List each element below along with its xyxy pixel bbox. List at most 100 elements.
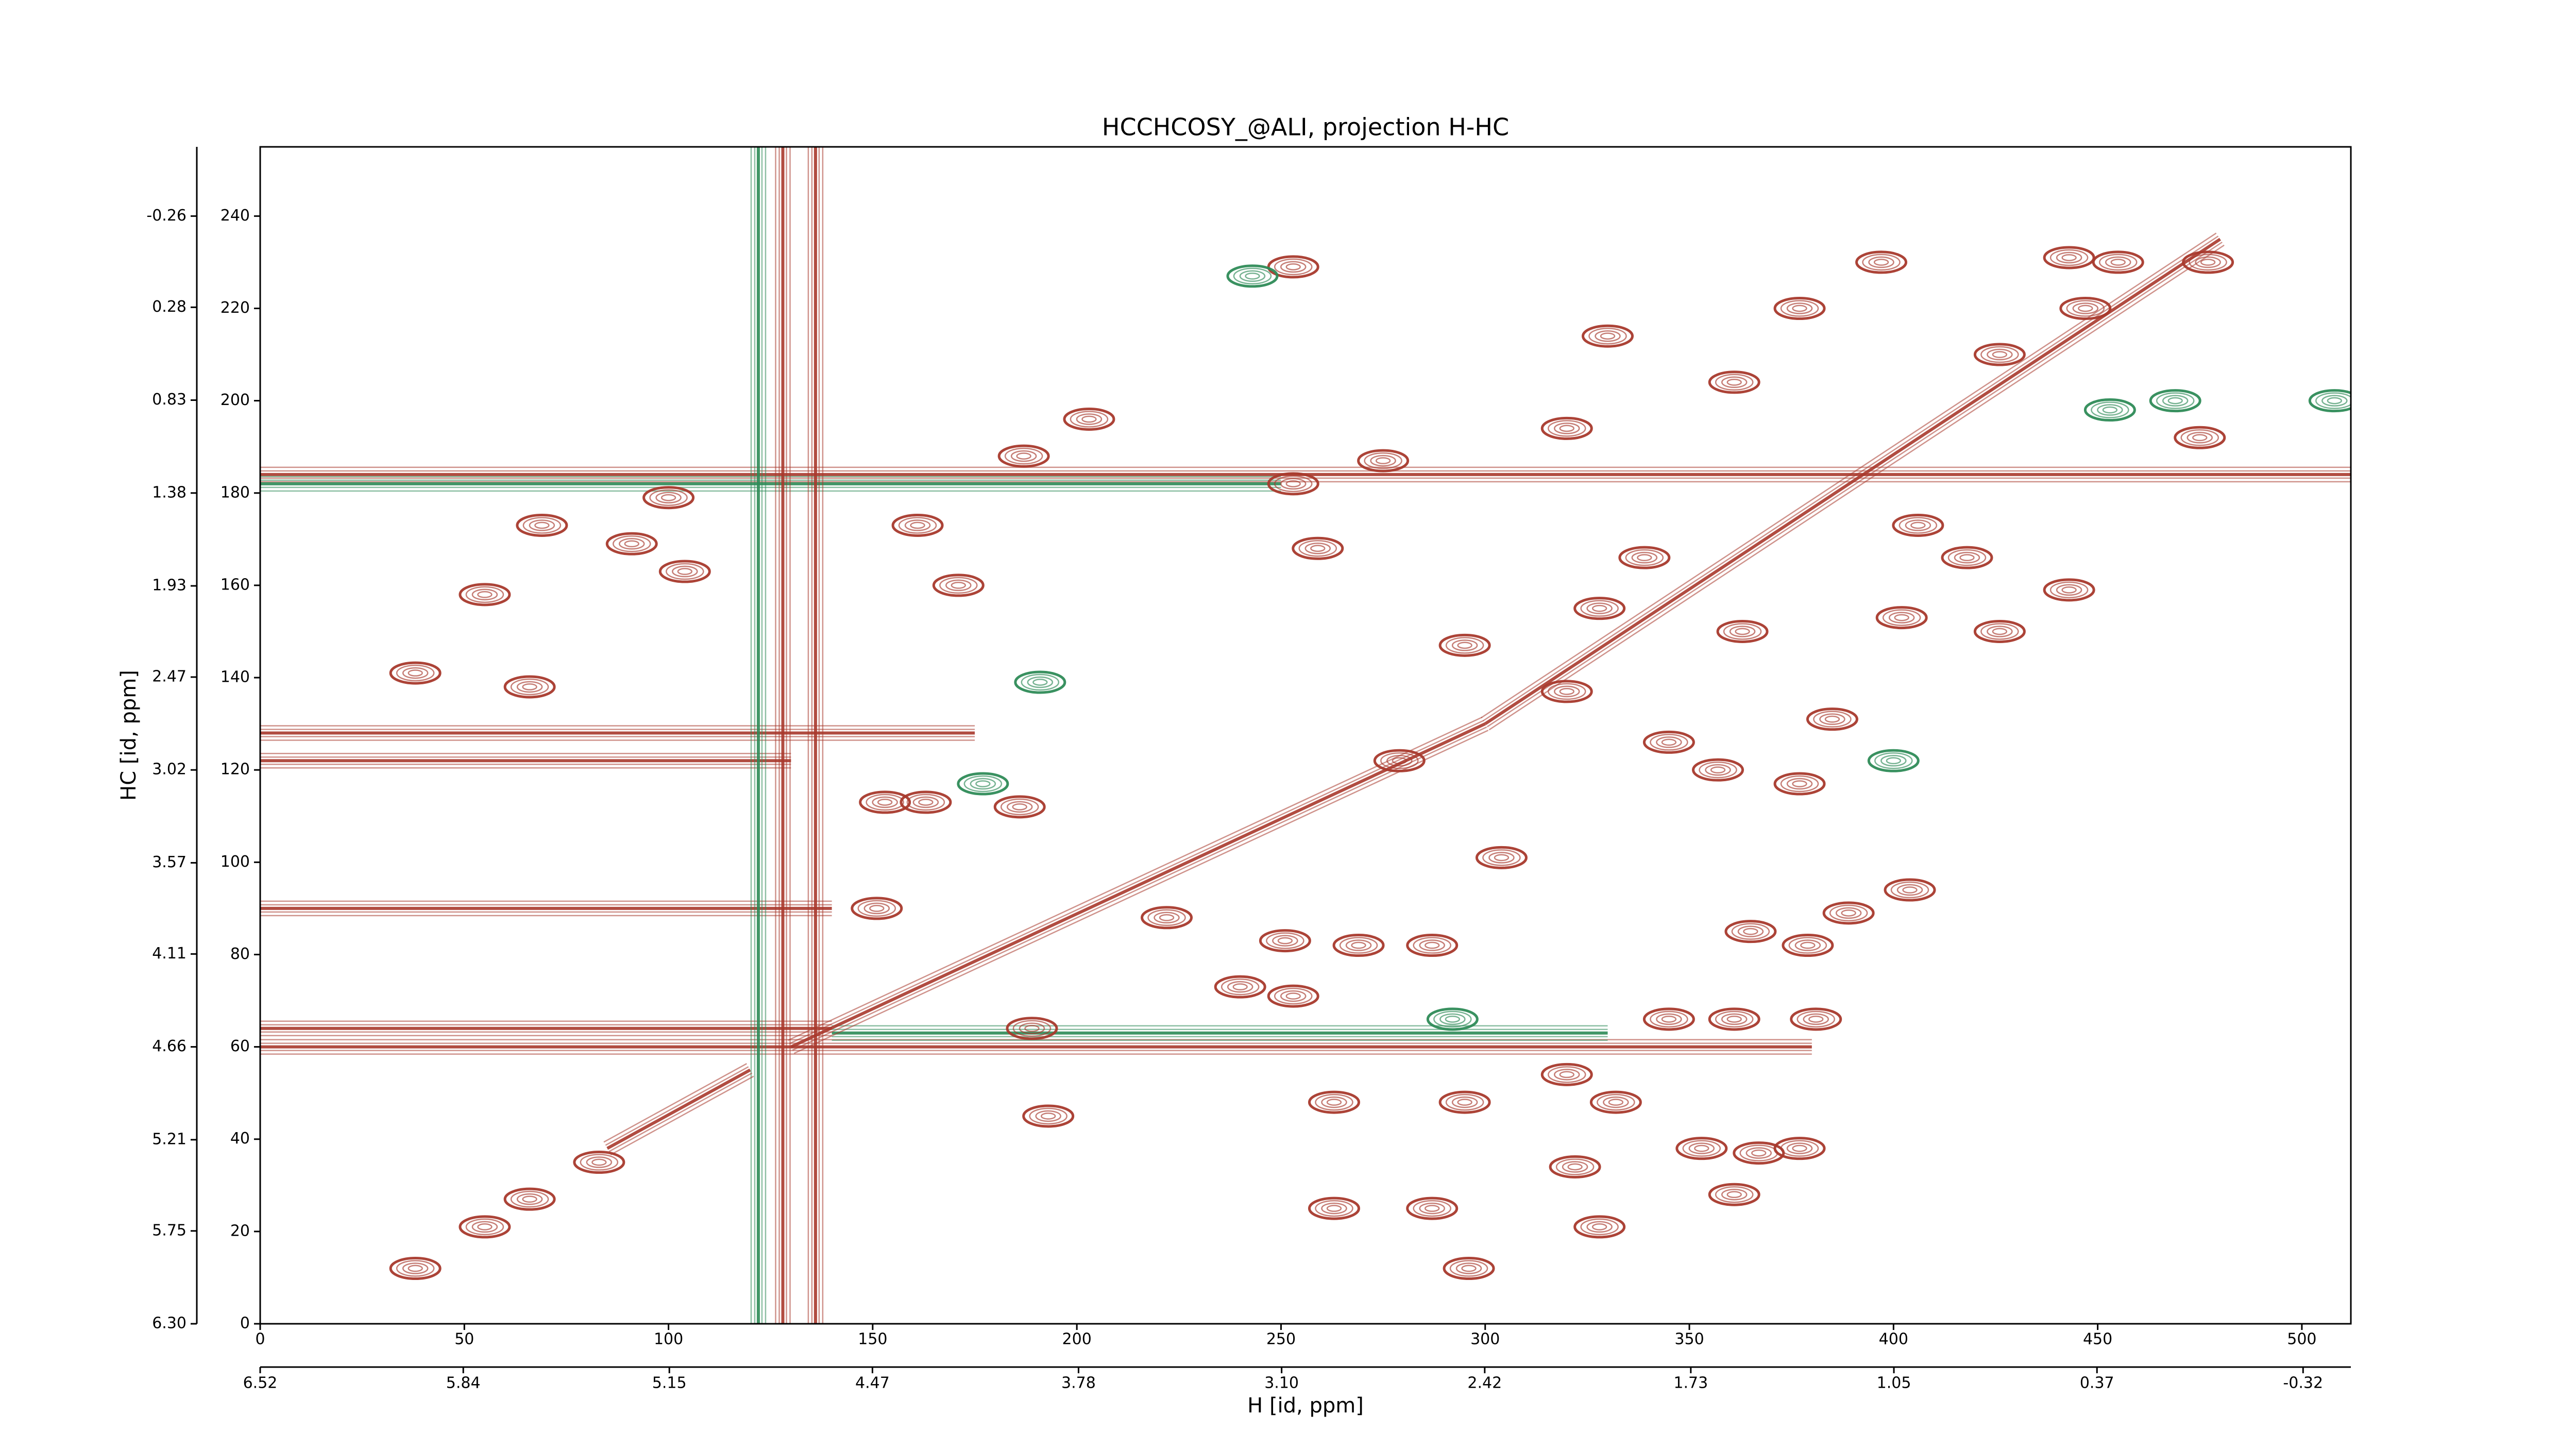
peak-contour — [1780, 775, 1819, 793]
peak-contour — [1006, 801, 1033, 813]
peak-contour — [1280, 990, 1307, 1002]
peak-contour — [1540, 680, 1593, 703]
peak-contour — [1266, 932, 1304, 949]
peak-contour — [1710, 766, 1726, 774]
peak-contour — [866, 794, 904, 811]
peak-contour — [1637, 554, 1652, 562]
peak-contour — [1782, 934, 1834, 957]
peak-contour — [1595, 330, 1621, 342]
peak-contour — [1063, 407, 1115, 431]
peak-contour — [465, 1218, 504, 1236]
peak-contour — [1425, 941, 1440, 949]
peak-contour — [1794, 939, 1821, 951]
peak-contour — [1973, 619, 2026, 643]
peak-contour — [2182, 250, 2234, 274]
peak-contour — [1726, 378, 1742, 386]
peak-contour — [1726, 1191, 1742, 1199]
peak-contour — [1788, 937, 1827, 954]
peak-contour — [1457, 642, 1472, 649]
peak-contour — [396, 1260, 435, 1277]
peak-contour — [1954, 551, 1980, 564]
peak-contour — [1375, 457, 1391, 464]
peak-contour — [1494, 854, 1510, 862]
peak-contour — [1392, 757, 1407, 765]
y-axis-label: HC [id, ppm] — [117, 670, 141, 801]
peak-contour — [1591, 1223, 1607, 1231]
peak-contour — [1896, 884, 1923, 896]
peak-contour — [1786, 778, 1813, 790]
peak-contour — [1631, 551, 1658, 564]
peak-contour — [1800, 941, 1816, 949]
peak-contour — [1973, 343, 2026, 366]
peak-contour — [1445, 637, 1484, 654]
negative-peak-contour — [2149, 389, 2201, 413]
ridge-contour — [610, 1075, 754, 1156]
peak-contour — [951, 582, 966, 589]
negative-peak-contour — [1233, 267, 1272, 285]
peak-contour — [1267, 984, 1319, 1008]
peak-contour — [1790, 1007, 1842, 1031]
peak-contour — [1562, 1161, 1588, 1173]
peak-contour — [1475, 846, 1528, 869]
peak-contour — [618, 538, 645, 550]
peak-contour — [655, 492, 682, 503]
peak-contour — [477, 591, 493, 598]
peak-contour — [1548, 1066, 1586, 1083]
peak-contour — [1274, 475, 1313, 493]
peak-contour — [1987, 348, 2013, 361]
chart-title: HCCHCOSY_@ALI, projection H-HC — [1102, 113, 1509, 141]
peak-contour — [1012, 803, 1027, 811]
peak-contour — [1656, 736, 1682, 748]
peak-contour — [900, 790, 952, 814]
peak-contour — [1559, 425, 1574, 432]
peak-contour — [1819, 713, 1845, 725]
peak-contour — [1438, 1090, 1491, 1114]
peak-contour — [1792, 780, 1807, 787]
peak-contour — [2098, 254, 2138, 271]
x2-tick-label: -0.32 — [2283, 1374, 2323, 1392]
peak-contour — [1688, 1142, 1715, 1154]
peak-contour — [1364, 452, 1402, 469]
y2-tick-label: 4.11 — [152, 945, 187, 963]
negative-peak-contour — [1239, 270, 1266, 282]
peak-contour — [1726, 1015, 1742, 1023]
peak-contour — [529, 519, 555, 531]
peak-contour — [1554, 1069, 1580, 1081]
negative-peak-contour — [2097, 404, 2123, 416]
peak-contour — [1735, 628, 1750, 635]
ridge-contour — [603, 1063, 747, 1143]
peak-contour — [672, 565, 698, 578]
peak-contour — [516, 681, 543, 693]
negative-peak-contour — [970, 778, 996, 790]
peak-contour — [1386, 755, 1413, 767]
x-tick-label: 0 — [255, 1330, 265, 1349]
y-tick-label: 220 — [221, 299, 250, 317]
negative-peak-contour — [2315, 392, 2351, 409]
peak-contour — [1351, 941, 1366, 949]
peak-contour — [1573, 597, 1626, 620]
x-tick-label: 150 — [858, 1330, 887, 1349]
peak-contour — [1339, 937, 1378, 954]
peak-contour — [459, 583, 511, 606]
peak-contour — [2049, 249, 2089, 266]
peak-contour — [1488, 852, 1515, 864]
peak-contour — [1315, 1200, 1353, 1217]
peak-contour — [1280, 261, 1307, 273]
negative-peak-contour — [1433, 1010, 1472, 1028]
negative-peak-contour — [2321, 395, 2348, 407]
peak-contour — [503, 675, 556, 699]
peak-contour — [1304, 542, 1331, 554]
negative-peak-contour — [2091, 401, 2129, 418]
negative-peak-contour — [1014, 670, 1066, 694]
peak-contour — [1285, 263, 1301, 271]
peak-contour — [2092, 250, 2144, 274]
peak-contour — [1723, 623, 1762, 640]
peak-contour — [906, 794, 945, 811]
peak-contour — [1554, 423, 1580, 434]
peak-contour — [1277, 937, 1293, 945]
peak-contour — [1419, 939, 1445, 951]
peak-contour — [1980, 346, 2019, 363]
peak-contour — [1221, 978, 1260, 996]
x2-tick-label: 5.15 — [652, 1374, 687, 1392]
peak-contour — [1792, 305, 1807, 312]
